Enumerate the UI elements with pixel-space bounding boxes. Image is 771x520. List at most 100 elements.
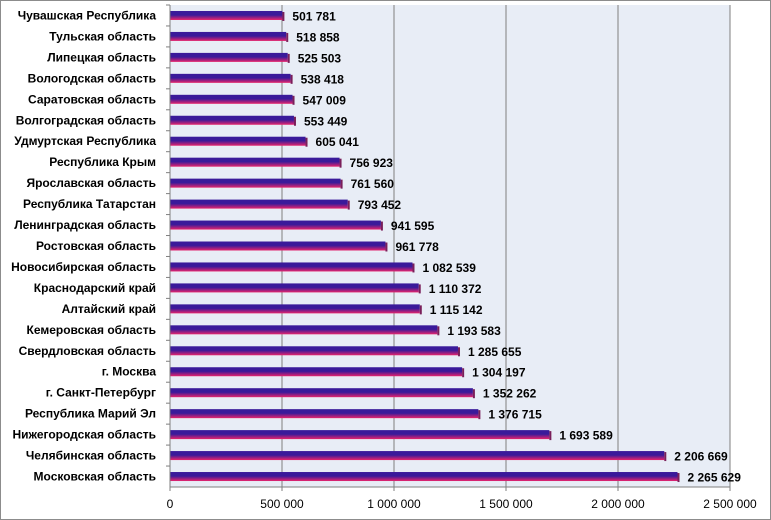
category-labels: Чувашская Республика Тульская область Липе…: [11, 4, 170, 484]
bar-end: [290, 74, 293, 84]
value-label: 961 778: [395, 240, 439, 254]
value-label: 538 418: [301, 72, 345, 86]
bar-end: [412, 263, 415, 273]
bar: [170, 346, 458, 356]
category-label: Краснодарский край: [34, 281, 156, 295]
value-label: 2 265 629: [688, 471, 742, 485]
value-label: 2 206 669: [674, 450, 728, 464]
bar-end: [292, 95, 295, 105]
bar: [170, 178, 341, 188]
bar: [170, 52, 288, 62]
category-label: Республика Татарстан: [23, 197, 156, 211]
bar-end: [418, 284, 421, 294]
bar: [170, 304, 420, 314]
bar-end: [380, 221, 383, 231]
bar-end: [549, 431, 552, 441]
bar-end: [437, 326, 440, 336]
category-label: г. Санкт-Петербург: [46, 386, 156, 400]
bar: [170, 367, 463, 377]
value-label: 1 352 262: [483, 387, 537, 401]
bar-end: [286, 32, 289, 42]
category-label: Удмуртская Республика: [14, 134, 156, 148]
value-label: 1 110 372: [429, 282, 482, 296]
tick-label: 1 500 000: [479, 497, 533, 511]
category-label: Тульская область: [49, 29, 156, 43]
category-label: Алтайский край: [62, 302, 156, 316]
category-label: Нижегородская область: [12, 428, 156, 442]
category-label: Липецкая область: [47, 50, 156, 64]
bar-end: [472, 389, 475, 399]
value-label: 1 376 715: [488, 408, 542, 422]
value-label: 1 285 655: [468, 345, 522, 359]
value-label: 793 452: [358, 198, 402, 212]
category-label: Республика Крым: [49, 155, 156, 169]
bar-end: [287, 53, 290, 63]
bars: [170, 10, 680, 483]
bar: [170, 262, 413, 272]
tick-label: 500 000: [260, 497, 304, 511]
category-label: Свердловская область: [19, 344, 156, 358]
bar: [170, 325, 438, 335]
bar: [170, 157, 340, 167]
tick-label: 2 500 000: [703, 497, 757, 511]
bar: [170, 283, 419, 293]
bar-end: [462, 368, 465, 378]
bar: [170, 430, 550, 440]
category-label: Вологодская область: [28, 71, 156, 85]
bar-end: [340, 179, 343, 189]
category-label: г. Москва: [102, 365, 157, 379]
bar-end: [664, 452, 667, 462]
value-label: 553 449: [304, 114, 348, 128]
bar: [170, 388, 473, 398]
category-label: Республика Марий Эл: [25, 407, 156, 421]
bar: [170, 199, 348, 209]
value-label: 1 082 539: [422, 261, 476, 275]
bar-end: [457, 347, 460, 357]
tick-label: 0: [167, 497, 174, 511]
bar-end: [282, 11, 285, 21]
category-label: Саратовская область: [28, 92, 156, 106]
tick-label: 1 000 000: [367, 497, 421, 511]
category-label: Ленинградская область: [14, 218, 156, 232]
bar-end: [385, 242, 388, 252]
value-label: 1 193 583: [447, 324, 501, 338]
category-label: Волгоградская область: [16, 113, 156, 127]
bar-end: [677, 473, 680, 483]
value-labels: 501 781 518 858 525 503 538 418 547 009 553 4…: [292, 9, 741, 484]
category-label: Ярославская область: [26, 176, 156, 190]
category-label: Московская область: [34, 470, 156, 484]
bar-end: [305, 137, 308, 147]
value-label: 605 041: [316, 135, 360, 149]
value-label: 525 503: [298, 51, 342, 65]
value-label: 547 009: [303, 93, 347, 107]
bar-end: [478, 410, 481, 420]
value-label: 1 304 197: [472, 366, 526, 380]
bar: [170, 115, 294, 125]
x-axis-ticks: 0 500 000 1 000 000 1 500 000 2 000 000 2 500…: [167, 487, 757, 511]
category-label: Кемеровская область: [27, 323, 157, 337]
value-label: 941 595: [391, 219, 435, 233]
value-label: 501 781: [292, 9, 336, 23]
category-label: Челябинская область: [26, 449, 156, 463]
bar: [170, 73, 291, 83]
bar: [170, 136, 306, 146]
bar: [170, 10, 283, 20]
bar: [170, 31, 287, 41]
bar: [170, 409, 479, 419]
bar-end: [339, 158, 342, 168]
bar: [170, 241, 386, 251]
category-label: Новосибирская область: [11, 260, 156, 274]
tick-label: 2 000 000: [591, 497, 645, 511]
value-label: 518 858: [296, 30, 340, 44]
bar-end: [419, 305, 422, 315]
bar-end: [293, 116, 296, 126]
bar: [170, 94, 293, 104]
value-label: 1 115 142: [430, 303, 483, 317]
category-label: Чувашская Республика: [18, 8, 157, 22]
bar-end: [347, 200, 350, 210]
bar: [170, 451, 665, 461]
bar: [170, 472, 678, 482]
bar: [170, 220, 381, 230]
gridlines: [281, 5, 731, 487]
